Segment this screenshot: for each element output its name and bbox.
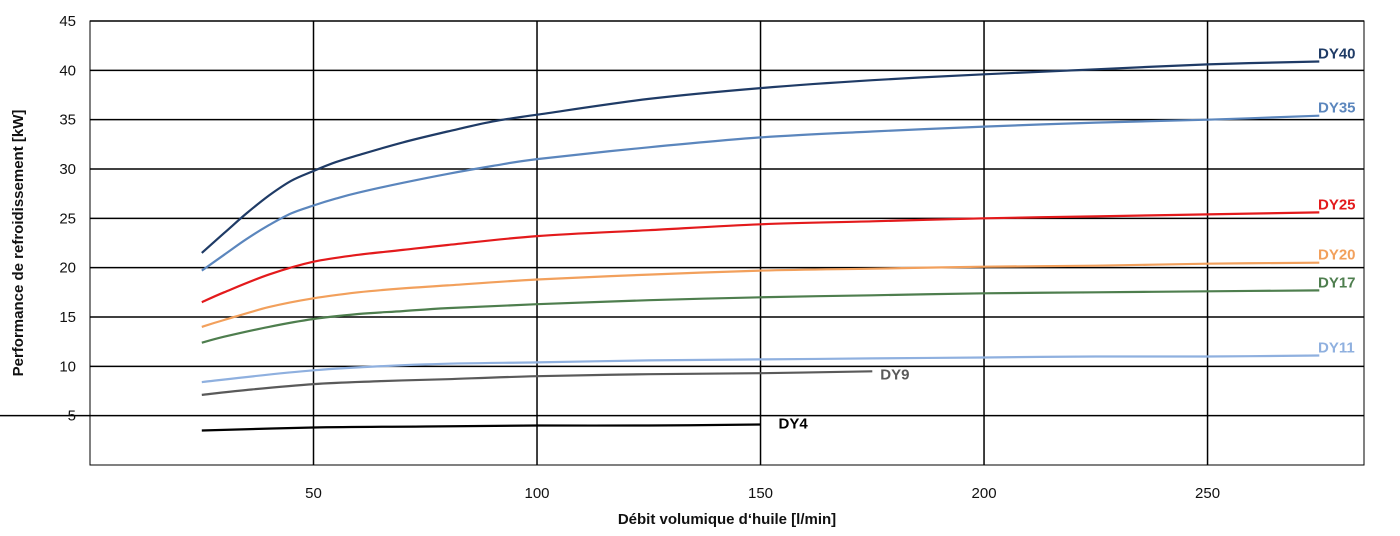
x-tick-labels: 50 100 150 200 250 <box>305 485 1220 502</box>
series-lines <box>201 60 1320 432</box>
grid <box>0 20 1364 465</box>
y-tick-label: 25 <box>59 210 76 227</box>
y-tick-label: 45 <box>59 13 76 30</box>
series-line-dy40 <box>201 60 1320 254</box>
series-label-dy40: DY40 <box>1318 45 1356 62</box>
series-line-dy4 <box>201 423 761 432</box>
y-tick-label: 30 <box>59 161 76 178</box>
x-tick-label: 250 <box>1195 485 1220 502</box>
series-labels: DY40 DY35 DY25 DY20 DY17 DY11 DY9 DY4 <box>779 45 1356 432</box>
series-label-dy4: DY4 <box>779 416 809 433</box>
x-tick-label: 100 <box>525 485 550 502</box>
y-tick-label: 10 <box>59 358 76 375</box>
x-axis-title: Débit volumique d‘huile [l/min] <box>618 511 836 528</box>
plot-area <box>89 20 1365 466</box>
series-line-dy20 <box>201 261 1320 328</box>
x-tick-label: 150 <box>748 485 773 502</box>
series-label-dy9: DY9 <box>880 366 909 383</box>
x-tick-label: 50 <box>305 485 322 502</box>
y-tick-label: 40 <box>59 62 76 79</box>
series-line-dy11 <box>201 354 1320 384</box>
series-line-dy25 <box>201 211 1320 304</box>
y-tick-label: 5 <box>68 408 76 425</box>
series-line-dy17 <box>201 289 1320 344</box>
y-axis-title: Performance de refroidissement [kW] <box>10 110 27 377</box>
series-label-dy25: DY25 <box>1318 196 1356 213</box>
x-tick-label: 200 <box>972 485 997 502</box>
series-label-dy35: DY35 <box>1318 100 1356 117</box>
series-line-dy35 <box>201 114 1320 272</box>
series-label-dy17: DY17 <box>1318 274 1356 291</box>
y-tick-label: 15 <box>59 309 76 326</box>
y-tick-label: 35 <box>59 112 76 129</box>
y-tick-label: 20 <box>59 260 76 277</box>
series-label-dy11: DY11 <box>1318 339 1355 356</box>
y-tick-labels: 5 10 15 20 25 30 35 40 45 <box>59 13 76 425</box>
series-label-dy20: DY20 <box>1318 247 1356 264</box>
series-line-dy9 <box>201 370 873 396</box>
